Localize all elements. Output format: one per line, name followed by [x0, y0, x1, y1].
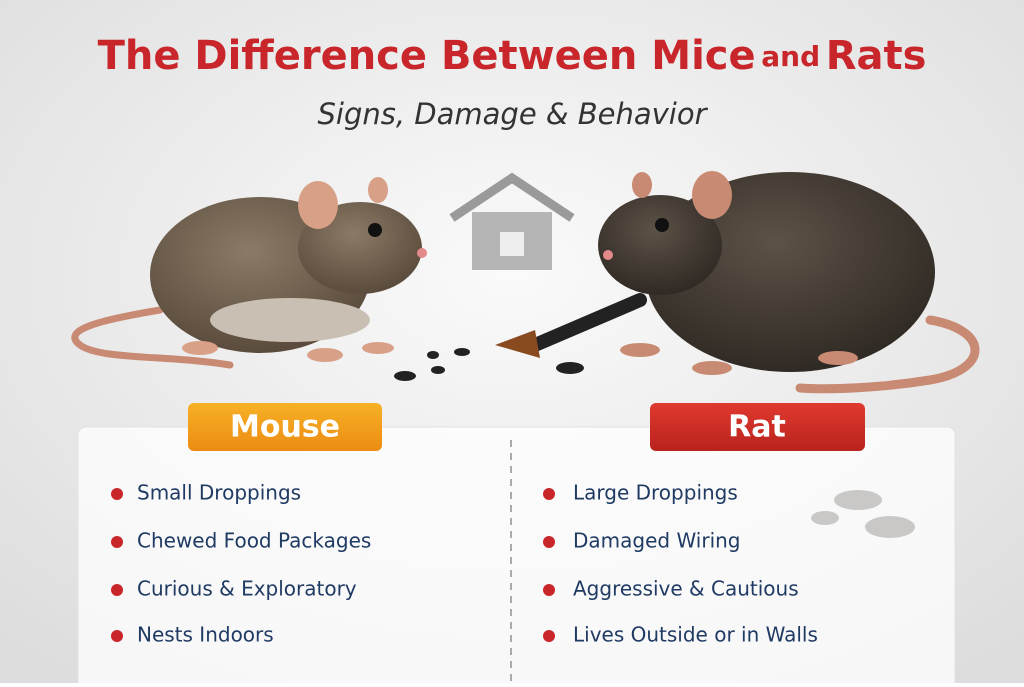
list-item: Small Droppings: [137, 481, 301, 505]
rat-illustration: [598, 171, 980, 394]
list-item: Lives Outside or in Walls: [573, 623, 818, 647]
list-item: Chewed Food Packages: [137, 529, 371, 553]
bullet: [111, 536, 123, 548]
title: The Difference Between Mice and Rats: [98, 33, 927, 79]
bullet: [111, 584, 123, 596]
bullet: [543, 630, 555, 642]
list-item: Large Droppings: [573, 481, 738, 505]
bullet: [543, 584, 555, 596]
list-item: Nests Indoors: [137, 623, 274, 647]
rat-label-box: [650, 403, 865, 451]
subtitle: Signs, Damage & Behavior: [318, 97, 709, 131]
mouse-illustration: [71, 177, 427, 369]
house-icon: [449, 172, 575, 270]
column-label: Rat: [728, 410, 786, 445]
bullet: [111, 630, 123, 642]
comparison-panel: [77, 426, 956, 687]
bullet: [111, 488, 123, 500]
list-item: Curious & Exploratory: [137, 577, 357, 601]
mouse-label-box: [188, 403, 382, 451]
list-item: Damaged Wiring: [573, 529, 741, 553]
column-label: Mouse: [230, 410, 340, 445]
bullet: [543, 488, 555, 500]
list-item: Aggressive & Cautious: [573, 577, 799, 601]
bullet: [543, 536, 555, 548]
